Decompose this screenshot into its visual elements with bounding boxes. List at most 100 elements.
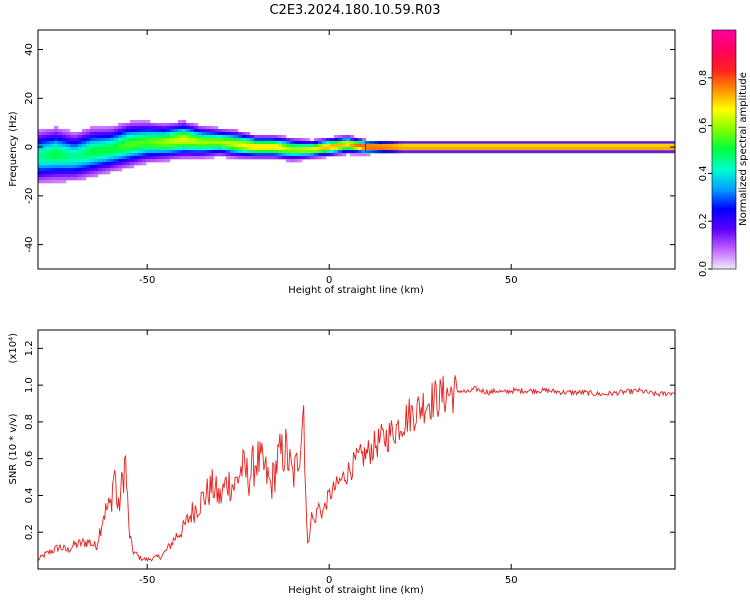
heatmap-cell (46, 159, 51, 163)
heatmap-cell (38, 165, 43, 169)
heatmap-cell (518, 147, 523, 151)
heatmap-cell (110, 126, 115, 130)
heatmap-cell (190, 141, 195, 145)
heatmap-cell (218, 144, 223, 148)
heatmap-cell (490, 144, 495, 148)
heatmap-cell (282, 147, 287, 151)
heatmap-cell (438, 141, 443, 145)
heatmap-cell (98, 165, 103, 169)
heatmap-cell (54, 132, 59, 136)
heatmap-cell (326, 138, 331, 142)
heatmap-cell (142, 150, 147, 154)
heatmap-cell (250, 138, 255, 142)
heatmap-cell (286, 144, 291, 148)
heatmap-cell (154, 126, 159, 130)
heatmap-cell (350, 153, 355, 157)
heatmap-cell (158, 138, 163, 142)
heatmap-cell (278, 153, 283, 157)
heatmap-cell (70, 162, 75, 166)
heatmap-cell (82, 150, 87, 154)
heatmap-cell (190, 132, 195, 136)
heatmap-cell (298, 159, 303, 163)
heatmap-cell (142, 126, 147, 130)
heatmap-cell (118, 159, 123, 163)
y-tick-label: 0.4 (24, 488, 35, 504)
heatmap-cell (38, 159, 43, 163)
heatmap-cell (266, 144, 271, 148)
heatmap-cell (46, 174, 51, 178)
heatmap-cell (118, 147, 123, 151)
heatmap-cell (118, 135, 123, 139)
heatmap-cell (294, 138, 299, 142)
heatmap-cell (386, 144, 391, 148)
heatmap-cell (358, 138, 363, 142)
heatmap-cell (94, 144, 99, 148)
heatmap-cell (118, 144, 123, 148)
heatmap-cell (182, 150, 187, 154)
heatmap-cell (282, 156, 287, 160)
heatmap-cell (650, 141, 655, 145)
heatmap-cell (78, 177, 83, 181)
heatmap-cell (114, 162, 119, 166)
heatmap-cell (94, 171, 99, 175)
heatmap-cell (134, 159, 139, 163)
heatmap-cell (154, 147, 159, 151)
heatmap-cell (454, 144, 459, 148)
heatmap-cell (118, 153, 123, 157)
heatmap-cell (614, 141, 619, 145)
heatmap-cell (246, 132, 251, 136)
heatmap-cell (50, 156, 55, 160)
heatmap-cell (106, 162, 111, 166)
heatmap-cell (250, 144, 255, 148)
heatmap-cell (154, 153, 159, 157)
heatmap-cell (314, 138, 319, 142)
heatmap-cell (322, 141, 327, 145)
heatmap-cell (158, 156, 163, 160)
heatmap-cell (226, 138, 231, 142)
heatmap-cell (438, 147, 443, 151)
heatmap-cell (526, 144, 531, 148)
heatmap-cell (230, 138, 235, 142)
spectrogram-x-label: Height of straight line (km) (288, 285, 424, 296)
heatmap-cell (334, 135, 339, 139)
heatmap-cell (330, 138, 335, 142)
heatmap-cell (510, 144, 515, 148)
heatmap-cell (422, 147, 427, 151)
heatmap-cell (150, 141, 155, 145)
heatmap-cell (494, 141, 499, 145)
heatmap-cell (66, 156, 71, 160)
heatmap-cell (90, 156, 95, 160)
heatmap-cell (566, 141, 571, 145)
heatmap-cell (82, 153, 87, 157)
heatmap-cell (194, 126, 199, 130)
heatmap-cell (94, 159, 99, 163)
heatmap-cell (238, 141, 243, 145)
colorbar-tick-label: 0.4 (698, 165, 709, 181)
heatmap-cell (62, 150, 67, 154)
heatmap-cell (306, 144, 311, 148)
heatmap-cell (62, 129, 67, 133)
heatmap-cell (450, 141, 455, 145)
heatmap-cell (222, 147, 227, 151)
heatmap-cell (474, 141, 479, 145)
heatmap-cell (150, 126, 155, 130)
heatmap-cell (222, 135, 227, 139)
heatmap-cell (50, 168, 55, 172)
heatmap-cell (594, 147, 599, 151)
heatmap-cell (126, 156, 131, 160)
heatmap-cell (486, 141, 491, 145)
heatmap-cell (222, 132, 227, 136)
heatmap-cell (98, 159, 103, 163)
heatmap-cell (154, 141, 159, 145)
heatmap-cell (622, 144, 627, 148)
heatmap-cell (70, 156, 75, 160)
heatmap-cell (654, 147, 659, 151)
heatmap-cell (42, 156, 47, 160)
heatmap-cell (322, 156, 327, 160)
heatmap-cell (90, 147, 95, 151)
heatmap-cell (326, 147, 331, 151)
heatmap-cell (50, 129, 55, 133)
heatmap-cell (58, 159, 63, 163)
heatmap-cell (62, 171, 67, 175)
heatmap-cell (350, 144, 355, 148)
